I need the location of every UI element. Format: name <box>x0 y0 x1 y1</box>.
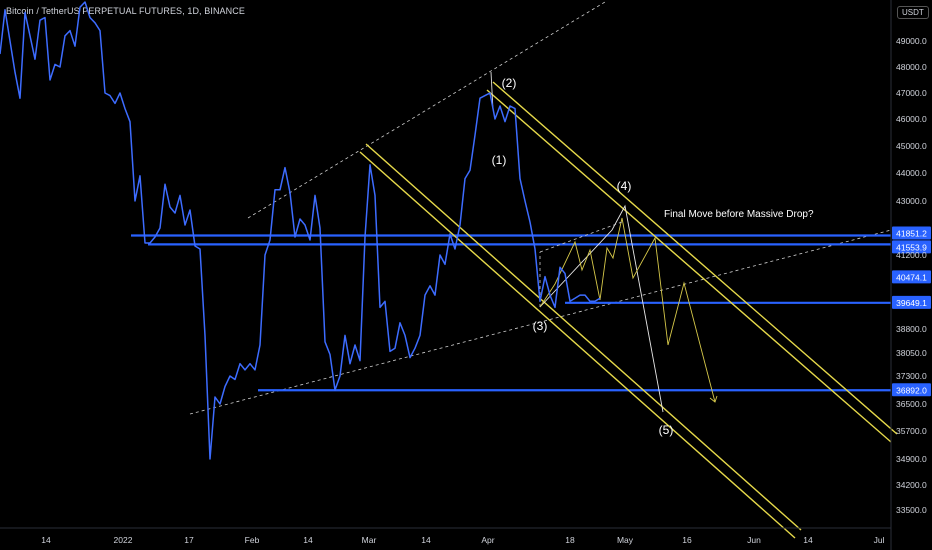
price-badge-label: 39649.1 <box>896 298 927 308</box>
y-tick-label: 47000.0 <box>896 88 927 98</box>
lower-dashed-trendline <box>189 229 892 415</box>
x-tick-label: Jun <box>747 535 761 545</box>
x-tick-label: 14 <box>41 535 51 545</box>
y-tick-label: 48000.0 <box>896 62 927 72</box>
upper-channel-line <box>492 81 898 435</box>
upper-dashed-trendline <box>247 1 606 219</box>
lower-channel-line <box>365 143 802 531</box>
wave-label: (5) <box>659 423 674 437</box>
currency-badge[interactable]: USDT <box>897 6 929 19</box>
projection-path <box>539 217 716 403</box>
wave-label: (4) <box>617 179 632 193</box>
price-badge-label: 41553.9 <box>896 242 927 252</box>
wave-projection-line <box>539 204 664 413</box>
x-tick-label: Mar <box>362 535 377 545</box>
y-tick-label: 43000.0 <box>896 196 927 206</box>
y-tick-label: 38800.0 <box>896 324 927 334</box>
y-tick-label: 34900.0 <box>896 454 927 464</box>
y-tick-label: 44000.0 <box>896 168 927 178</box>
wave-label: (2) <box>502 76 517 90</box>
x-tick-label: 16 <box>682 535 692 545</box>
y-tick-label: 35700.0 <box>896 426 927 436</box>
wave-label: (1) <box>492 153 507 167</box>
overlays <box>131 1 898 539</box>
y-tick-label: 41200.0 <box>896 250 927 260</box>
x-tick-label: Jul <box>874 535 885 545</box>
x-tick-label: 14 <box>421 535 431 545</box>
y-tick-label: 36500.0 <box>896 399 927 409</box>
price-badge <box>892 240 931 254</box>
labels-layer: (1) (2) (3) (4) (5) Final Move before Massive… <box>492 76 931 437</box>
x-tick-label: May <box>617 535 634 545</box>
price-badge <box>892 295 931 309</box>
y-tick-label: 38050.0 <box>896 348 927 358</box>
y-tick-label: 49000.0 <box>896 36 927 46</box>
x-tick-label: 14 <box>303 535 313 545</box>
x-tick-label: Apr <box>481 535 494 545</box>
chart-title: Bitcoin / TetherUS PERPETUAL FUTURES, 1D… <box>6 6 245 16</box>
projection-arrowhead <box>709 395 718 403</box>
x-tick-label: 18 <box>565 535 575 545</box>
y-tick-label: 34200.0 <box>896 480 927 490</box>
wave-label: (3) <box>533 319 548 333</box>
price-line <box>0 1 601 460</box>
upper-channel-line <box>486 89 892 443</box>
dashed-helper <box>539 221 623 253</box>
price-badge <box>892 383 931 397</box>
x-tick-label: 2022 <box>114 535 133 545</box>
price-badge-label: 36892.0 <box>896 385 927 395</box>
series-layer <box>0 1 601 460</box>
price-badge <box>892 270 931 284</box>
x-tick-label: Feb <box>245 535 260 545</box>
y-tick-label: 33500.0 <box>896 505 927 515</box>
x-tick-label: 17 <box>184 535 194 545</box>
y-tick-label: 46000.0 <box>896 114 927 124</box>
lower-channel-line <box>359 151 796 539</box>
annotation: Final Move before Massive Drop? <box>664 209 814 220</box>
price-badge <box>892 226 931 240</box>
price-badge-label: 40474.1 <box>896 272 927 282</box>
y-tick-label: 37300.0 <box>896 371 927 381</box>
y-tick-label: 45000.0 <box>896 141 927 151</box>
x-tick-label: 14 <box>803 535 813 545</box>
price-badge-label: 41851.2 <box>896 228 927 238</box>
